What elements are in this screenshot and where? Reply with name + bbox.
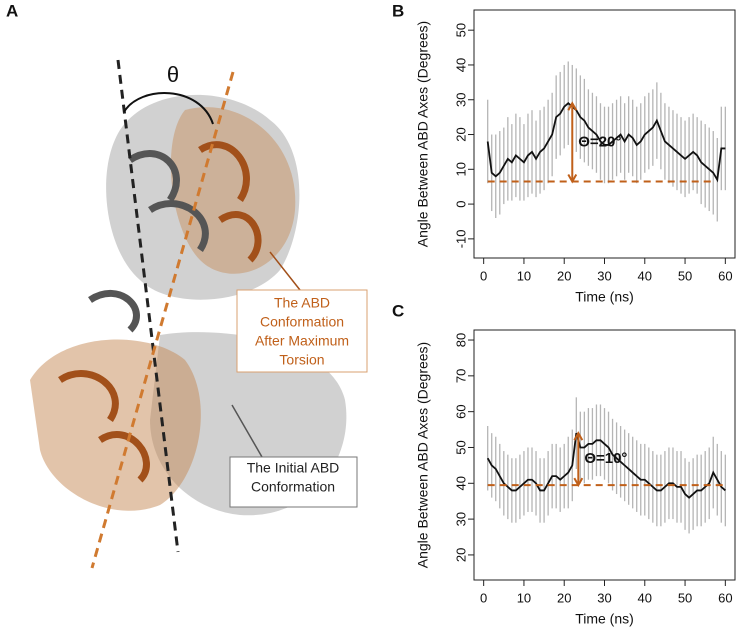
annotation-text: Θ=10° [584,450,627,467]
callout-box [229,456,358,508]
y-tick-label: 20 [453,548,468,562]
y-tick-label: 30 [453,93,468,107]
torsion-axis [90,71,235,569]
callout-text: Torsion [279,352,324,368]
orange-surface [30,339,201,511]
x-tick-label: 0 [480,268,487,283]
x-tick-label: 50 [678,590,692,605]
y-tick-label: 50 [453,440,468,454]
callout-text: The ABD [274,295,330,311]
x-tick-label: 10 [517,590,531,605]
y-tick-label: 40 [453,476,468,490]
angle-arc [123,92,214,125]
panel-label: A [6,1,18,20]
callout-text: Conformation [251,479,335,495]
x-tick-label: 0 [480,590,487,605]
y-tick-label: -10 [453,229,468,248]
y-tick-label: 40 [453,58,468,72]
orange-ribbon [58,141,262,483]
y-tick-label: 80 [453,333,468,347]
y-axis-title: Angle Between ABD Axes (Degrees) [415,21,431,247]
x-tick-label: 60 [718,590,732,605]
callout-line [269,251,301,291]
initial-axis [116,59,180,553]
callout-box [236,289,368,373]
x-axis-title: Time (ns) [575,289,634,305]
x-tick-label: 10 [517,268,531,283]
y-tick-label: 30 [453,512,468,526]
grey-surface [106,94,300,300]
grey-ribbon [88,150,209,333]
annotation-text: Θ=20° [578,133,621,150]
callout-text: The Initial ABD [247,460,340,476]
y-tick-label: 20 [453,127,468,141]
series-line [486,432,726,499]
panel-label: B [392,1,404,20]
series-line [486,102,726,183]
arrow-head [573,431,584,488]
structure-illustration [30,59,368,569]
y-axis-title: Angle Between ABD Axes (Degrees) [415,342,431,568]
x-tick-label: 30 [597,590,611,605]
callout-text: Conformation [260,314,344,330]
y-tick-label: 10 [453,162,468,176]
arrow-head [567,101,578,184]
x-tick-label: 40 [638,590,652,605]
x-tick-label: 20 [557,590,571,605]
x-tick-label: 60 [718,268,732,283]
callout-line [231,404,263,458]
y-tick-label: 50 [453,23,468,37]
x-axis-title: Time (ns) [575,611,634,627]
y-tick-label: 60 [453,404,468,418]
y-tick-label: 70 [453,369,468,383]
x-tick-label: 40 [638,268,652,283]
x-tick-label: 20 [557,268,571,283]
panel-label: C [392,301,404,320]
x-tick-label: 50 [678,268,692,283]
callout-text: After Maximum [255,333,349,349]
x-tick-label: 30 [597,268,611,283]
y-tick-label: 0 [453,200,468,207]
angle-symbol: θ [167,62,179,87]
